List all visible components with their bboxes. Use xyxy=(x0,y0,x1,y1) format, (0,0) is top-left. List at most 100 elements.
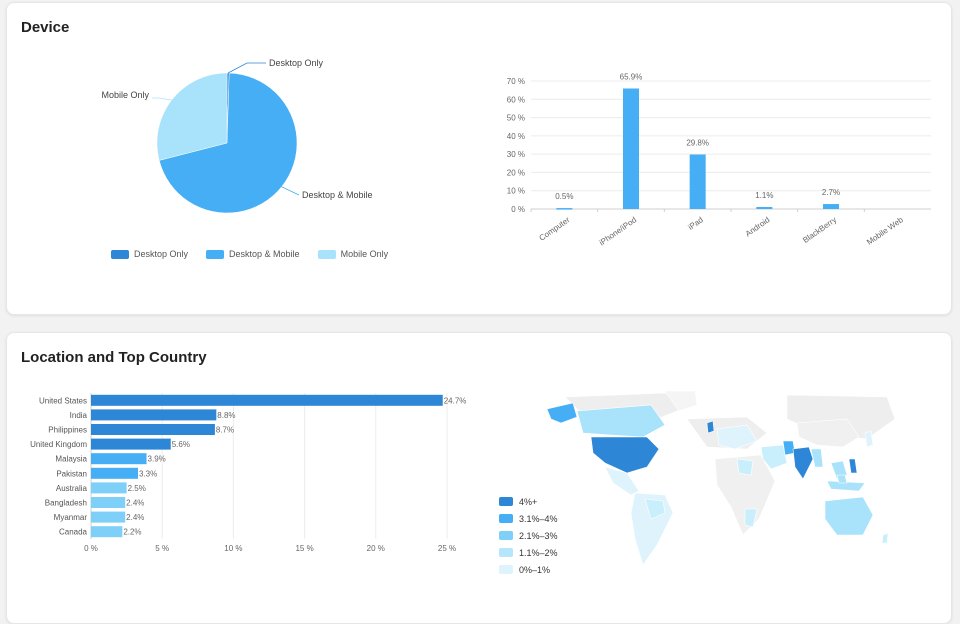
bar[interactable] xyxy=(91,424,215,435)
bar[interactable] xyxy=(91,526,123,538)
bar[interactable] xyxy=(91,511,126,523)
y-tick-label: 20 % xyxy=(507,168,525,177)
location-card-title: Location and Top Country xyxy=(21,349,207,366)
map-legend-swatch xyxy=(499,565,513,574)
bar[interactable] xyxy=(623,88,639,209)
bar-data-label: 24.7% xyxy=(444,396,467,405)
bar[interactable] xyxy=(756,206,773,209)
bar[interactable] xyxy=(556,208,573,210)
legend-item-desktop-only[interactable]: Desktop Only xyxy=(111,249,188,259)
device-card: Device Desktop Only Desktop & Mobile Mobil… xyxy=(6,2,952,315)
region-china[interactable] xyxy=(796,418,860,448)
map-legend-label: 3.1%–4% xyxy=(519,513,558,524)
legend-label: Mobile Only xyxy=(340,249,389,259)
map-legend-item[interactable]: 4%+ xyxy=(499,493,558,510)
bar[interactable] xyxy=(91,482,127,494)
map-legend-swatch xyxy=(499,514,513,523)
y-tick-label: 30 % xyxy=(507,150,525,159)
region-middle-east[interactable] xyxy=(760,444,788,470)
location-card: Location and Top Country 0 % 5 % 10 % 15 % 2… xyxy=(6,332,952,624)
legend-item-mobile-only[interactable]: Mobile Only xyxy=(317,249,389,259)
map-legend-label: 2.1%–3% xyxy=(519,530,558,541)
region-uk[interactable] xyxy=(706,420,715,434)
y-category-label: United States xyxy=(39,396,87,405)
bar-data-label: 2.4% xyxy=(126,499,144,508)
map-legend-swatch xyxy=(499,531,513,540)
bar[interactable] xyxy=(689,154,706,209)
bar[interactable] xyxy=(91,394,443,406)
map-legend-label: 4%+ xyxy=(519,496,538,507)
map-legend-item[interactable]: 3.1%–4% xyxy=(499,510,558,527)
device-card-title: Device xyxy=(21,19,70,36)
region-europe[interactable] xyxy=(716,424,758,450)
map-legend-label: 1.1%–2% xyxy=(519,547,558,558)
y-category-label: Malaysia xyxy=(55,455,87,464)
x-tick-label: 0 % xyxy=(84,544,98,553)
region-japan[interactable] xyxy=(864,430,874,448)
pie-slice-label: Mobile Only xyxy=(101,90,149,100)
bar[interactable] xyxy=(91,453,147,465)
region-new-zealand[interactable] xyxy=(881,532,889,544)
bar-data-label: 65.9% xyxy=(620,72,643,81)
bar[interactable] xyxy=(91,409,217,421)
y-category-label: Canada xyxy=(59,528,88,537)
x-category-label: BlackBerry xyxy=(801,215,838,245)
map-legend: 4%+ 3.1%–4% 2.1%–3% 1.1%–2% 0%–1% xyxy=(499,493,558,578)
y-tick-label: 10 % xyxy=(507,187,525,196)
region-north-africa[interactable] xyxy=(736,458,754,476)
bar-data-label: 29.8% xyxy=(686,139,709,148)
region-greenland[interactable] xyxy=(664,390,698,412)
bar-data-label: 0.5% xyxy=(555,192,573,201)
pie-legend: Desktop Only Desktop & Mobile Mobile Onl… xyxy=(111,249,388,259)
world-map xyxy=(547,390,896,566)
map-legend-item[interactable]: 0%–1% xyxy=(499,561,558,578)
bar-data-label: 1.1% xyxy=(755,191,773,200)
region-canada[interactable] xyxy=(576,404,666,438)
map-legend-item[interactable]: 2.1%–3% xyxy=(499,527,558,544)
bar-data-label: 3.3% xyxy=(139,469,157,478)
legend-swatch xyxy=(317,249,336,259)
y-category-label: Bangladesh xyxy=(45,499,87,508)
bar-data-label: 2.2% xyxy=(123,528,141,537)
x-tick-label: 5 % xyxy=(155,544,169,553)
region-myanmar[interactable] xyxy=(810,448,824,468)
legend-item-desktop-mobile[interactable]: Desktop & Mobile xyxy=(206,249,300,259)
region-alaska[interactable] xyxy=(547,402,578,424)
x-category-label: iPhone/iPod xyxy=(598,215,639,247)
bar-data-label: 2.4% xyxy=(126,513,144,522)
x-category-label: Mobile Web xyxy=(865,215,905,247)
pie-leader-line xyxy=(281,186,300,196)
bar[interactable] xyxy=(91,467,138,479)
y-category-label: United Kingdom xyxy=(30,440,87,449)
pie-leader-line xyxy=(227,62,266,74)
map-legend-swatch xyxy=(499,548,513,557)
region-southeast-asia[interactable] xyxy=(830,460,848,480)
region-india[interactable] xyxy=(792,446,814,480)
x-tick-label: 20 % xyxy=(367,544,385,553)
pie-slice[interactable] xyxy=(158,72,298,214)
y-category-label: India xyxy=(70,411,88,420)
map-legend-item[interactable]: 1.1%–2% xyxy=(499,544,558,561)
region-brazil[interactable] xyxy=(644,498,666,520)
bar-data-label: 5.6% xyxy=(172,440,190,449)
pie-leader-line xyxy=(152,97,172,101)
y-category-label: Pakistan xyxy=(56,469,87,478)
bar[interactable] xyxy=(823,204,839,209)
x-tick-label: 10 % xyxy=(224,544,242,553)
x-category-label: Computer xyxy=(538,215,572,243)
y-tick-label: 40 % xyxy=(507,132,525,141)
region-malaysia[interactable] xyxy=(836,474,848,484)
x-tick-label: 25 % xyxy=(438,544,456,553)
bar[interactable] xyxy=(91,438,171,450)
y-category-label: Myanmar xyxy=(54,513,88,522)
legend-swatch xyxy=(206,249,225,259)
region-usa[interactable] xyxy=(590,436,660,474)
region-philippines[interactable] xyxy=(848,458,858,474)
region-south-africa[interactable] xyxy=(744,508,758,528)
pie-slice[interactable] xyxy=(156,72,228,161)
region-australia[interactable] xyxy=(824,496,874,536)
bar[interactable] xyxy=(91,497,126,508)
bar-data-label: 2.7% xyxy=(822,188,840,197)
legend-swatch xyxy=(111,249,129,259)
region-indonesia[interactable] xyxy=(826,480,866,492)
